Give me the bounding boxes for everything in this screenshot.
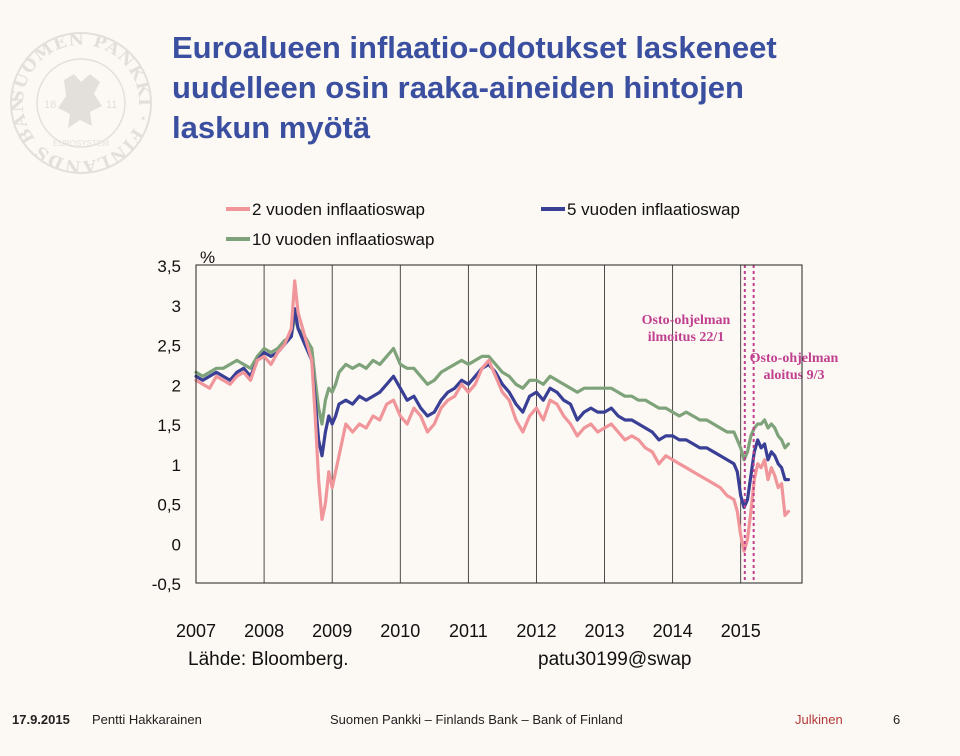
event-marker-label: ilmoitus 22/1 bbox=[648, 330, 725, 345]
y-tick-label: 1,5 bbox=[157, 416, 181, 435]
x-tick-labels: 2007 2008 2009 2010 2011 2012 2013 2014 2015 bbox=[176, 621, 761, 641]
legend-label-y10: 10 vuoden inflaatioswap bbox=[252, 230, 434, 249]
logo-year-left: 18 bbox=[44, 99, 56, 111]
plot-frame bbox=[195, 264, 803, 584]
y-tick-labels: -0,5 0 0,5 1 1,5 2 2,5 3 3,5 bbox=[152, 257, 181, 594]
source-note: Lähde: Bloomberg. bbox=[188, 649, 349, 670]
logo-year-right: 11 bbox=[106, 99, 117, 111]
y-tick-label: 3,5 bbox=[157, 257, 181, 276]
y-tick-label: 2 bbox=[172, 376, 181, 395]
inflation-swap-chart: 2 vuoden inflaatioswap 5 vuoden inflaatio… bbox=[152, 200, 839, 641]
logo-eurosystem: EUROSYSTEM bbox=[53, 139, 109, 148]
x-tick-label: 2013 bbox=[585, 621, 625, 641]
y-tick-label: 0,5 bbox=[157, 496, 181, 515]
y-tick-label: -0,5 bbox=[152, 575, 181, 594]
series-line-y5 bbox=[194, 307, 791, 510]
event-marker-label: Osto-ohjelman bbox=[750, 351, 839, 366]
footer-page-number: 6 bbox=[893, 712, 901, 727]
page-title: Euroalueen inflaatio-odotukset laskeneet… bbox=[172, 28, 872, 148]
y-tick-label: 0 bbox=[172, 535, 181, 554]
title-line-2: uudelleen osin raaka-aineiden hintojen bbox=[172, 70, 744, 105]
event-marker-label: Osto-ohjelman bbox=[642, 313, 731, 328]
event-marker-label: aloitus 9/3 bbox=[763, 368, 824, 383]
title-line-1: Euroalueen inflaatio-odotukset laskeneet bbox=[172, 30, 777, 65]
x-tick-label: 2007 bbox=[176, 621, 216, 641]
chart-markers: Osto-ohjelman ilmoitus 22/1 Osto-ohjelman a… bbox=[642, 265, 839, 583]
y-axis-unit: % bbox=[200, 248, 215, 267]
footer-status: Julkinen bbox=[795, 712, 843, 727]
y-tick-label: 2,5 bbox=[157, 337, 181, 356]
x-tick-label: 2009 bbox=[312, 621, 352, 641]
y-tick-label: 3 bbox=[172, 297, 181, 316]
x-tick-label: 2010 bbox=[380, 621, 420, 641]
series-line-y2 bbox=[194, 279, 791, 553]
chart-series bbox=[194, 279, 791, 553]
x-tick-label: 2008 bbox=[244, 621, 284, 641]
x-tick-label: 2015 bbox=[721, 621, 761, 641]
footer-organization: Suomen Pankki – Finlands Bank – Bank of … bbox=[330, 712, 623, 727]
bank-logo: SUOMEN PANKKI · FINLANDS BANK · 18 11 EU… bbox=[6, 28, 153, 176]
y-tick-label: 1 bbox=[172, 456, 181, 475]
footer-author: Pentti Hakkarainen bbox=[92, 712, 202, 727]
x-tick-label: 2014 bbox=[653, 621, 693, 641]
legend-label-y2: 2 vuoden inflaatioswap bbox=[252, 200, 425, 219]
legend-label-y5: 5 vuoden inflaatioswap bbox=[567, 200, 740, 219]
chart-legend: 2 vuoden inflaatioswap 5 vuoden inflaatio… bbox=[226, 200, 740, 249]
x-tick-label: 2011 bbox=[449, 621, 488, 641]
series-code: patu30199@swap bbox=[538, 649, 692, 670]
title-line-3: laskun myötä bbox=[172, 110, 371, 145]
footer-date: 17.9.2015 bbox=[12, 712, 70, 727]
x-tick-label: 2012 bbox=[516, 621, 556, 641]
